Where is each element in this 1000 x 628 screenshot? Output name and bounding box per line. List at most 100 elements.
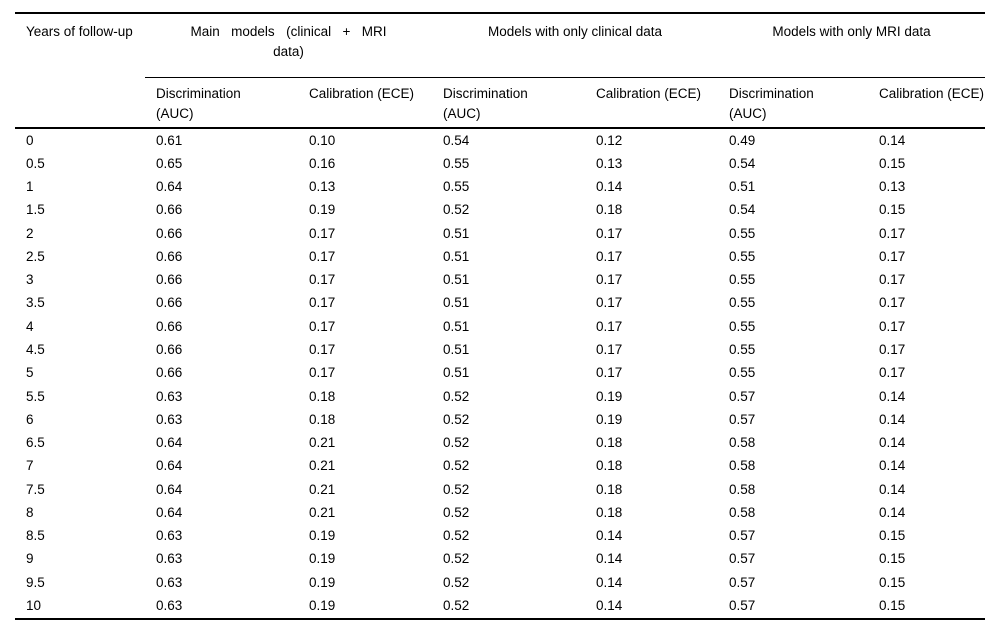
value-cell: 0.57	[729, 528, 756, 544]
row-label-years: 2	[26, 225, 34, 241]
table-row: 0 0.61 0.10 0.54 0.12 0.49 0.14	[15, 128, 985, 152]
row-label-years: 4.5	[26, 342, 45, 358]
value-cell: 0.51	[729, 179, 756, 195]
value-cell: 0.17	[309, 272, 336, 288]
results-table: Years of follow-up Main models (clinical…	[15, 12, 986, 620]
sub-header-discrimination-auc-3: Discrimination (AUC)	[718, 77, 868, 129]
value-cell: 0.55	[443, 155, 470, 171]
group-label-mri-only: Models with only MRI data	[772, 24, 931, 39]
value-cell: 0.57	[729, 574, 756, 590]
value-cell: 0.17	[309, 365, 336, 381]
value-cell: 0.52	[443, 411, 470, 427]
group-header-main-models: Main models (clinical + MRI data)	[145, 13, 432, 78]
value-cell: 0.63	[156, 388, 183, 404]
value-cell: 0.14	[879, 132, 906, 148]
value-cell: 0.49	[729, 132, 756, 148]
value-cell: 0.13	[879, 179, 906, 195]
value-cell: 0.51	[443, 295, 470, 311]
sub-header-discrimination-auc-2: Discrimination (AUC)	[432, 77, 585, 129]
value-cell: 0.66	[156, 318, 183, 334]
value-cell: 0.55	[729, 272, 756, 288]
table-row: 0.5 0.65 0.16 0.55 0.13 0.54 0.15	[15, 152, 985, 175]
value-cell: 0.51	[443, 342, 470, 358]
table-row: 4.5 0.66 0.17 0.51 0.17 0.55 0.17	[15, 338, 985, 361]
value-cell: 0.18	[596, 435, 623, 451]
value-cell: 0.13	[309, 179, 336, 195]
value-cell: 0.64	[156, 481, 183, 497]
value-cell: 0.51	[443, 225, 470, 241]
value-cell: 0.14	[879, 411, 906, 427]
value-cell: 0.51	[443, 248, 470, 264]
value-cell: 0.63	[156, 574, 183, 590]
row-label-years: 6.5	[26, 435, 45, 451]
value-cell: 0.61	[156, 132, 183, 148]
value-cell: 0.16	[309, 155, 336, 171]
value-cell: 0.66	[156, 295, 183, 311]
value-cell: 0.52	[443, 435, 470, 451]
value-cell: 0.17	[596, 342, 623, 358]
value-cell: 0.15	[879, 597, 906, 613]
value-cell: 0.12	[596, 132, 623, 148]
value-cell: 0.54	[443, 132, 470, 148]
table-row: 5.5 0.63 0.18 0.52 0.19 0.57 0.14	[15, 385, 985, 408]
table-row: 4 0.66 0.17 0.51 0.17 0.55 0.17	[15, 315, 985, 338]
value-cell: 0.52	[443, 504, 470, 520]
table-header: Years of follow-up Main models (clinical…	[15, 13, 986, 129]
value-cell: 0.15	[879, 551, 906, 567]
value-cell: 0.18	[596, 458, 623, 474]
value-cell: 0.57	[729, 388, 756, 404]
value-cell: 0.55	[729, 318, 756, 334]
value-cell: 0.55	[729, 342, 756, 358]
table-row: 10 0.63 0.19 0.52 0.14 0.57 0.15	[15, 594, 985, 618]
row-label-years: 8	[26, 504, 34, 520]
value-cell: 0.63	[156, 411, 183, 427]
value-cell: 0.52	[443, 202, 470, 218]
row-label-years: 7.5	[26, 481, 45, 497]
value-cell: 0.14	[596, 597, 623, 613]
row-label-years: 3	[26, 272, 34, 288]
value-cell: 0.14	[879, 435, 906, 451]
value-cell: 0.18	[309, 411, 336, 427]
value-cell: 0.52	[443, 458, 470, 474]
value-cell: 0.63	[156, 551, 183, 567]
row-label-years: 9.5	[26, 574, 45, 590]
row-label-years: 10	[26, 597, 42, 613]
value-cell: 0.21	[309, 435, 336, 451]
value-cell: 0.64	[156, 179, 183, 195]
group-header-mri-only: Models with only MRI data	[718, 13, 986, 78]
value-cell: 0.66	[156, 248, 183, 264]
row-label-years: 5.5	[26, 388, 45, 404]
value-cell: 0.14	[596, 574, 623, 590]
value-cell: 0.63	[156, 528, 183, 544]
value-cell: 0.17	[309, 225, 336, 241]
row-label-years: 7	[26, 458, 34, 474]
table-row: 1.5 0.66 0.19 0.52 0.18 0.54 0.15	[15, 199, 985, 222]
table-row: 5 0.66 0.17 0.51 0.17 0.55 0.17	[15, 362, 985, 385]
table-row: 7.5 0.64 0.21 0.52 0.18 0.58 0.14	[15, 478, 985, 501]
group-label-clinical-only: Models with only clinical data	[487, 24, 663, 39]
table-row: 6.5 0.64 0.21 0.52 0.18 0.58 0.14	[15, 431, 985, 454]
value-cell: 0.64	[156, 435, 183, 451]
value-cell: 0.54	[729, 202, 756, 218]
value-cell: 0.14	[879, 481, 906, 497]
sub-header-calibration-ece-3: Calibration (ECE)	[868, 77, 986, 129]
row-label-years: 0	[26, 132, 34, 148]
value-cell: 0.58	[729, 481, 756, 497]
value-cell: 0.66	[156, 225, 183, 241]
row-label-years: 4	[26, 318, 34, 334]
value-cell: 0.52	[443, 597, 470, 613]
value-cell: 0.19	[309, 597, 336, 613]
value-cell: 0.14	[879, 458, 906, 474]
group-label-main-models: Main models (clinical + MRI data)	[190, 24, 387, 59]
value-cell: 0.58	[729, 458, 756, 474]
value-cell: 0.17	[879, 365, 906, 381]
sub-header-calibration-ece-1: Calibration (ECE)	[298, 77, 432, 129]
value-cell: 0.64	[156, 504, 183, 520]
sub-header-row: Discrimination (AUC) Calibration (ECE) D…	[15, 77, 986, 129]
value-cell: 0.18	[596, 481, 623, 497]
value-cell: 0.58	[729, 504, 756, 520]
value-cell: 0.51	[443, 272, 470, 288]
value-cell: 0.17	[596, 272, 623, 288]
value-cell: 0.14	[879, 504, 906, 520]
value-cell: 0.17	[879, 225, 906, 241]
